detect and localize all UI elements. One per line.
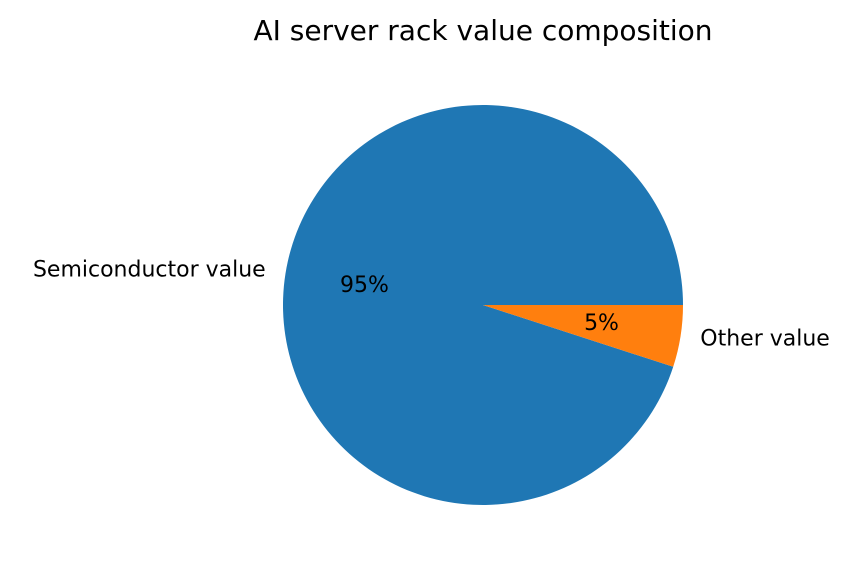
slice-label: Other value	[700, 326, 830, 351]
value-label: 95%	[340, 273, 389, 298]
value-label: 5%	[584, 311, 619, 336]
chart-title: AI server rack value composition	[253, 14, 712, 47]
pie-slice	[483, 305, 683, 367]
slice-label: Semiconductor value	[33, 258, 266, 283]
pie-slice	[283, 104, 683, 505]
